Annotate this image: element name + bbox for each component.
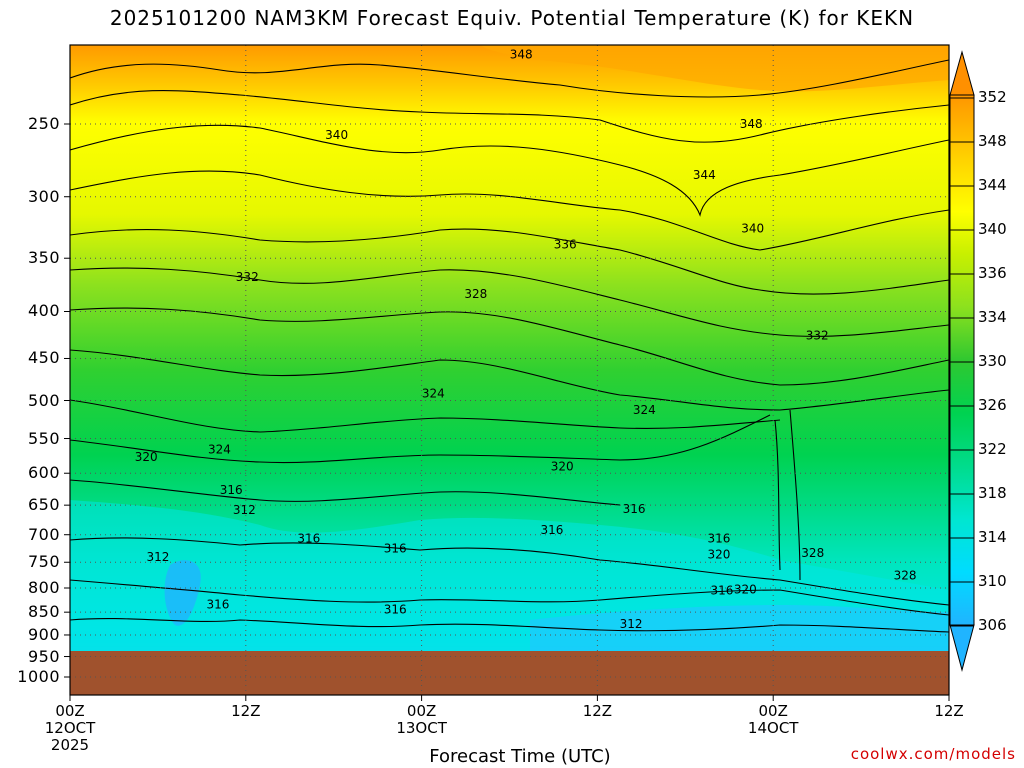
y-tick-label: 900 bbox=[27, 624, 60, 644]
x-tick-label: 12Z bbox=[934, 702, 964, 720]
contour-label: 312 bbox=[146, 550, 169, 564]
contour-label: 320 bbox=[734, 582, 757, 596]
colorbar-top-arrow bbox=[949, 50, 975, 96]
y-tick-label: 300 bbox=[27, 186, 60, 206]
contour-label: 320 bbox=[708, 548, 731, 562]
axis-ticks bbox=[64, 123, 950, 701]
y-tick-label: 600 bbox=[27, 463, 60, 483]
colorbar-tick-label: 322 bbox=[978, 440, 1007, 458]
contour-label: 348 bbox=[740, 117, 763, 131]
contour-label: 324 bbox=[422, 386, 445, 400]
x-tick-sub1: 13OCT bbox=[396, 719, 447, 737]
contour-label: 344 bbox=[693, 168, 716, 182]
contour-label: 316 bbox=[384, 542, 407, 556]
y-tick-label: 700 bbox=[27, 524, 60, 544]
contour-label: 320 bbox=[551, 460, 574, 474]
contour-label: 328 bbox=[894, 568, 917, 582]
colorbar-tick-label: 336 bbox=[978, 264, 1007, 282]
colorbar-tick-label: 344 bbox=[978, 176, 1007, 194]
contour-labels: 3483483403443403363323283323243243243203… bbox=[135, 47, 917, 631]
credit-link[interactable]: coolwx.com/models bbox=[850, 745, 1016, 763]
y-tick-label: 500 bbox=[27, 390, 60, 410]
colorbar-tick-label: 306 bbox=[978, 616, 1007, 634]
x-tick-label: 12Z bbox=[537, 703, 657, 720]
x-tick-label: 12Z bbox=[582, 702, 613, 720]
contour-label: 316 bbox=[297, 532, 320, 546]
colorbar-tick-label: 340 bbox=[978, 220, 1007, 238]
y-tick-label: 850 bbox=[27, 602, 60, 622]
x-tick-label: 00Z 14OCT bbox=[713, 703, 833, 737]
contour-label: 328 bbox=[464, 287, 487, 301]
colorbar-body bbox=[949, 94, 975, 626]
contour-label: 336 bbox=[554, 237, 577, 251]
x-tick-label: 00Z bbox=[55, 702, 85, 720]
grid-lines bbox=[70, 45, 949, 695]
y-tick-label: 550 bbox=[27, 428, 60, 448]
y-tick-label: 450 bbox=[27, 348, 60, 368]
colorbar-tick-label: 310 bbox=[978, 572, 1007, 590]
x-tick-label: 12Z bbox=[889, 703, 1009, 720]
contour-label: 316 bbox=[220, 483, 243, 497]
near-surface-region bbox=[530, 605, 949, 655]
y-tick-label: 750 bbox=[27, 552, 60, 572]
y-tick-label: 1000 bbox=[17, 667, 60, 686]
colorbar-tick-label: 334 bbox=[978, 308, 1007, 326]
x-tick-label: 12Z bbox=[186, 703, 306, 720]
colorbar-tick-label: 318 bbox=[978, 484, 1007, 502]
y-tick-label: 650 bbox=[27, 495, 60, 515]
x-tick-label: 00Z 13OCT bbox=[362, 703, 482, 737]
contour-label: 316 bbox=[207, 598, 230, 612]
contour-label: 312 bbox=[233, 503, 256, 517]
x-tick-sub2: 2025 bbox=[50, 736, 90, 754]
colorbar-tick-label: 348 bbox=[978, 132, 1007, 150]
chart-title: 2025101200 NAM3KM Forecast Equiv. Potent… bbox=[109, 6, 915, 30]
contour-label: 324 bbox=[633, 403, 656, 417]
x-tick-sub1: 12OCT bbox=[44, 719, 96, 737]
contour-lines bbox=[70, 59, 949, 633]
contour-label: 332 bbox=[236, 270, 259, 284]
contour-label: 332 bbox=[806, 329, 829, 343]
colorbar-tick-label: 330 bbox=[978, 352, 1007, 370]
y-tick-label: 250 bbox=[27, 114, 60, 133]
x-tick-label: 00Z 12OCT 2025 bbox=[10, 703, 130, 754]
x-tick-label: 12Z bbox=[231, 702, 261, 720]
plot-frame bbox=[69, 44, 950, 696]
contour-label: 316 bbox=[710, 583, 733, 597]
contour-label: 316 bbox=[623, 502, 646, 516]
contour-label: 320 bbox=[135, 450, 158, 464]
contour-label: 316 bbox=[384, 602, 407, 616]
x-tick-sub1: 14OCT bbox=[747, 719, 799, 737]
contour-label: 348 bbox=[510, 47, 533, 61]
colorbar bbox=[949, 50, 975, 672]
colorbar-bottom-arrow bbox=[949, 624, 975, 672]
y-tick-label: 950 bbox=[27, 646, 60, 666]
contour-label: 340 bbox=[325, 128, 348, 142]
contour-label: 316 bbox=[541, 523, 564, 537]
x-axis-title: Forecast Time (UTC) bbox=[429, 746, 611, 767]
contour-label: 324 bbox=[208, 442, 231, 456]
y-tick-label: 350 bbox=[27, 248, 60, 268]
colorbar-tick-label: 326 bbox=[978, 396, 1007, 414]
colorbar-tick-label: 314 bbox=[978, 528, 1007, 546]
warm-aloft-region bbox=[480, 45, 949, 92]
x-tick-label: 00Z bbox=[406, 702, 437, 720]
x-tick-label: 00Z bbox=[758, 702, 788, 720]
contour-label: 316 bbox=[708, 532, 731, 546]
cold-pocket bbox=[164, 560, 201, 626]
contour-label: 340 bbox=[741, 222, 764, 236]
ground-mask bbox=[70, 651, 949, 695]
contour-label: 312 bbox=[620, 617, 643, 631]
y-tick-label: 800 bbox=[27, 577, 60, 597]
y-tick-label: 400 bbox=[27, 301, 60, 321]
colorbar-tick-label: 352 bbox=[978, 88, 1007, 106]
contour-label: 328 bbox=[801, 546, 824, 560]
